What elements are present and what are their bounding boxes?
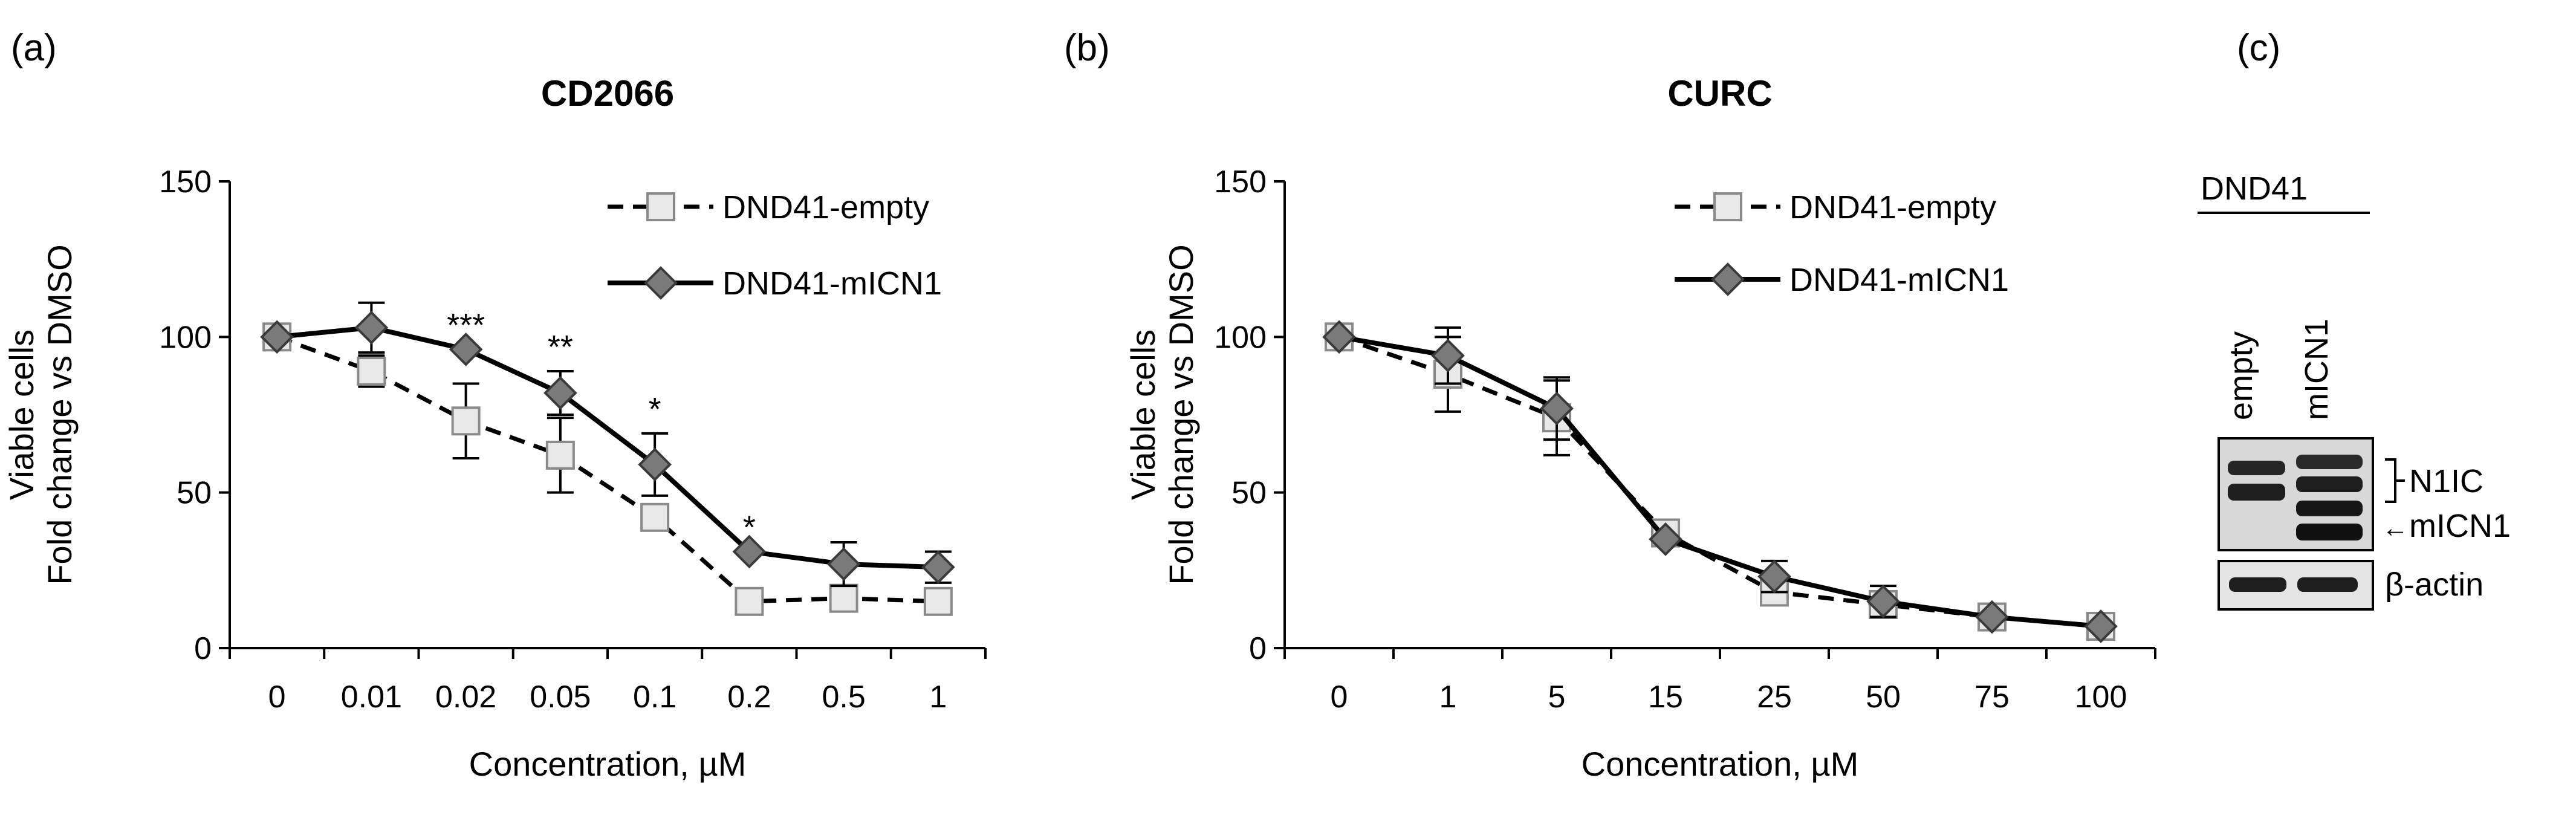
legend-marker-diamond <box>644 266 678 300</box>
series-line <box>276 335 938 604</box>
data-point-diamond <box>1757 559 1791 594</box>
series-dnd41-empty <box>1325 322 2115 641</box>
x-tick-label: 0 <box>1331 680 1348 715</box>
x-tick-label: 0.1 <box>633 680 676 715</box>
significance-mark: *** <box>447 307 485 343</box>
y-tick-label: 150 <box>1214 164 1267 200</box>
n1ic-bracket <box>2385 458 2396 503</box>
x-tick-label: 0 <box>268 680 286 715</box>
data-point-diamond <box>2084 609 2118 643</box>
legend: DND41-empty DND41-mICN1 <box>608 189 942 302</box>
panel-label-b: (b) <box>1064 27 1110 69</box>
band-empty-actin <box>2229 577 2286 592</box>
x-tick-label: 50 <box>1866 680 1901 715</box>
blot-lane-label-empty: empty <box>2223 331 2259 420</box>
y-axis-label: Viable cells <box>2 329 41 500</box>
x-tick-label: 25 <box>1757 680 1792 715</box>
band-micn1-n1ic-upper <box>2296 455 2363 469</box>
series-dnd41-micn1 <box>260 301 955 588</box>
data-point-square <box>451 406 481 436</box>
blot-label-actin: β-actin <box>2385 566 2484 603</box>
legend: DND41-empty DND41-mICN1 <box>1675 189 2009 298</box>
data-point-diamond <box>921 550 955 585</box>
band-micn1-actin <box>2297 577 2358 592</box>
significance-mark: ** <box>548 329 573 365</box>
chart-title: CURC <box>1667 73 1772 114</box>
x-tick-label: 0.5 <box>822 680 865 715</box>
data-point-square <box>829 583 858 613</box>
legend-marker-square <box>1713 192 1742 221</box>
significance-mark: * <box>743 509 756 545</box>
x-tick-label: 1 <box>1439 680 1457 715</box>
band-micn1-mid <box>2296 501 2363 516</box>
data-point-diamond <box>732 534 767 569</box>
data-point-diamond <box>1866 584 1900 618</box>
series-line <box>276 325 939 570</box>
y-tick-label: 150 <box>159 164 212 200</box>
legend-label: DND41-mICN1 <box>722 265 942 302</box>
data-point-diamond <box>354 311 389 345</box>
data-point-diamond <box>1540 391 1574 426</box>
x-tick-label: 0.05 <box>530 680 591 715</box>
data-point-diamond <box>449 333 483 366</box>
chart-title: CD2066 <box>541 73 674 114</box>
blot-lane-label-micn1: mICN1 <box>2299 319 2335 420</box>
x-tick-label: 15 <box>1648 680 1683 715</box>
legend-marker-square <box>646 192 675 221</box>
y-tick-label: 50 <box>177 476 212 511</box>
y-tick-label: 0 <box>194 631 212 666</box>
data-point-diamond <box>543 376 577 410</box>
data-point-diamond <box>1322 320 1356 354</box>
x-tick-label: 75 <box>1974 680 2010 715</box>
y-tick-label: 50 <box>1231 476 1267 511</box>
legend-marker-diamond <box>1711 262 1745 296</box>
band-micn1-n1ic-lower <box>2296 476 2363 492</box>
x-axis-label: Concentration, µM <box>1582 745 1859 783</box>
y-axis-label: Viable cells <box>1124 329 1162 500</box>
data-point-diamond <box>1649 522 1682 556</box>
data-point-diamond <box>260 320 294 354</box>
y-axis-label: Fold change vs DMSO <box>41 244 79 585</box>
data-point-square <box>640 502 670 532</box>
western-blot: DND41 empty mICN1 N1IC ← mICN1 β-actin <box>2198 170 2511 611</box>
blot-cell-line-label: DND41 <box>2201 170 2308 207</box>
x-axis-label: Concentration, µM <box>469 745 747 783</box>
band-empty-n1ic-lower <box>2228 484 2285 501</box>
series-dnd41-empty <box>262 322 953 616</box>
x-tick-label: 100 <box>2075 680 2127 715</box>
data-point-diamond <box>638 447 672 482</box>
legend-label: DND41-empty <box>1789 189 1996 226</box>
x-tick-label: 1 <box>929 680 947 715</box>
significance-mark: * <box>649 391 661 427</box>
data-point-square <box>735 586 764 616</box>
y-axis-label: Fold change vs DMSO <box>1162 244 1200 585</box>
y-tick-label: 100 <box>1214 320 1267 355</box>
x-tick-label: 0.02 <box>435 680 496 715</box>
data-point-square <box>357 356 386 386</box>
legend-label: DND41-empty <box>722 189 929 226</box>
arrow-icon: ← <box>2382 513 2409 543</box>
blot-label-micn1: mICN1 <box>2409 508 2511 544</box>
data-point-diamond <box>826 547 861 581</box>
band-micn1-micn1 <box>2296 524 2363 540</box>
panel-label-c: (c) <box>2237 27 2280 69</box>
x-tick-label: 5 <box>1548 680 1566 715</box>
band-empty-n1ic-upper <box>2228 461 2285 475</box>
series-dnd41-micn1 <box>1322 320 2118 643</box>
chart-panel-a: CD2066 Viable cells Fold change vs DMSO 0 50… <box>2 73 987 783</box>
data-point-diamond <box>1975 600 2009 634</box>
blot-label-n1ic: N1IC <box>2409 463 2484 499</box>
x-tick-label: 0.2 <box>727 680 771 715</box>
panel-label-a: (a) <box>11 27 57 69</box>
data-point-square <box>545 440 575 470</box>
series-line <box>1338 334 2101 629</box>
legend-label: DND41-mICN1 <box>1789 262 2009 298</box>
data-point-diamond <box>1431 339 1465 373</box>
y-tick-label: 100 <box>159 320 212 355</box>
y-tick-label: 0 <box>1249 631 1267 666</box>
x-tick-label: 0.01 <box>341 680 402 715</box>
data-point-square <box>923 586 953 616</box>
